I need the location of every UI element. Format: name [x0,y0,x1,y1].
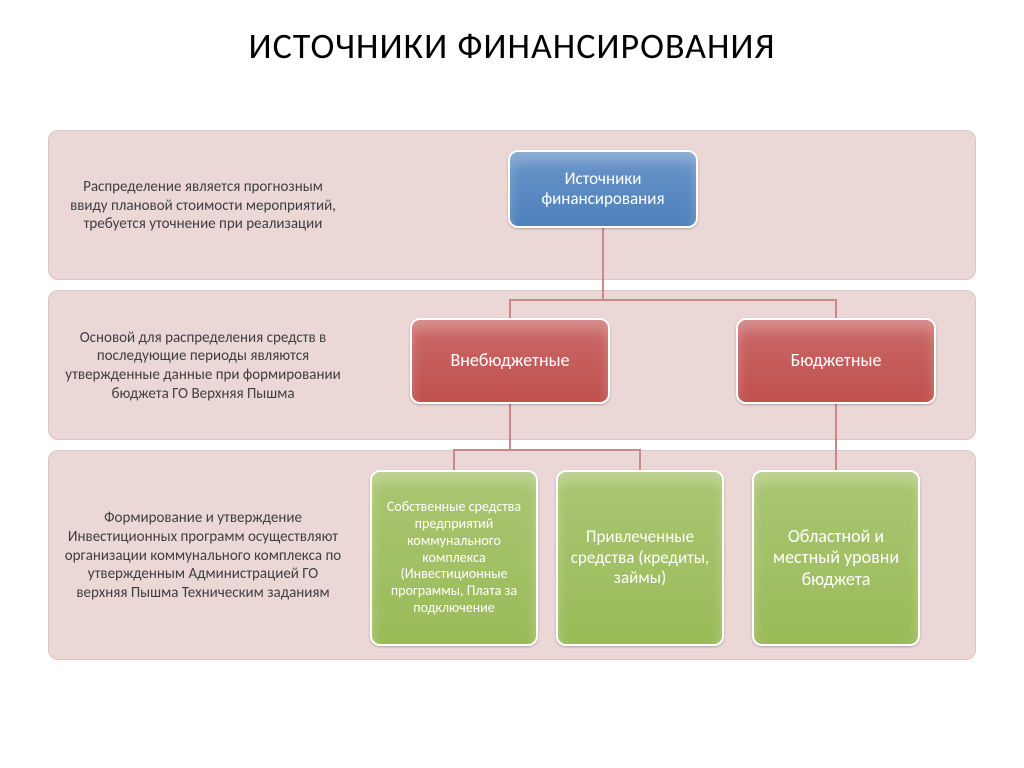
node-extrabudget: Внебюджетные [410,318,610,404]
node-budget: Бюджетные [736,318,936,404]
node-attracted-funds: Привлеченные средства (кредиты, займы) [556,470,724,646]
node-regional-local: Областной и местный уровни бюджета [752,470,920,646]
band-desc-1: Распределение является прогнозным ввиду … [63,131,343,281]
band-desc-3: Формирование и утверждение Инвестиционны… [63,451,343,661]
node-own-funds: Собственные средства предприятий коммуна… [370,470,538,646]
node-root: Источники финансирования [508,150,698,228]
page-title: ИСТОЧНИКИ ФИНАНСИРОВАНИЯ [0,0,1024,78]
band-desc-2: Основой для распределения средств в посл… [63,291,343,441]
